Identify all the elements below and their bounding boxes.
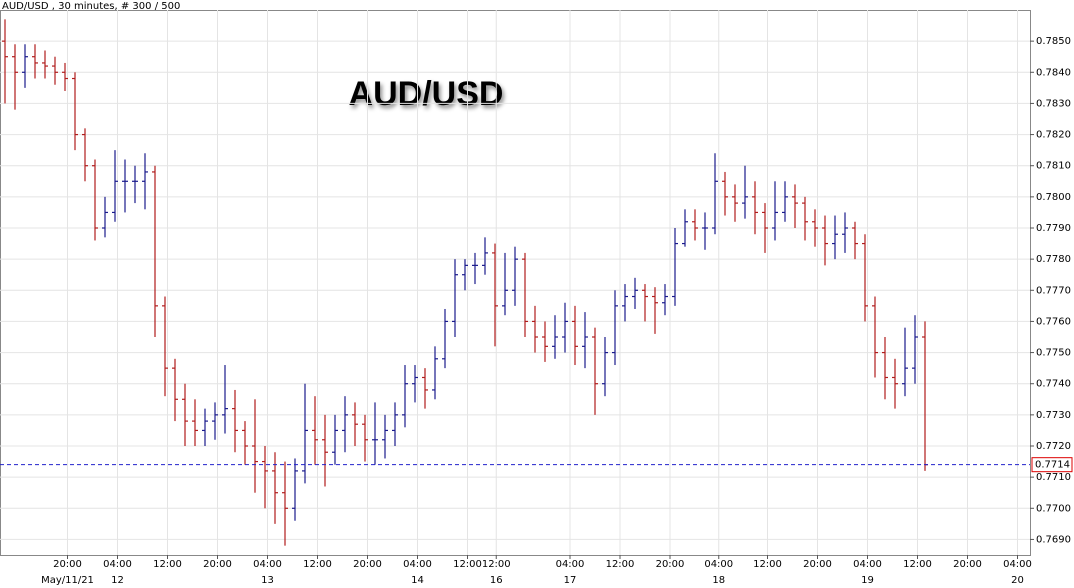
x-tick-label: 12:00 xyxy=(453,559,482,570)
y-tick-label: 0.7800 xyxy=(1036,192,1071,203)
x-tick-label: 12:00 xyxy=(753,559,782,570)
y-tick-label: 0.7740 xyxy=(1036,379,1071,390)
x-tick-label: 04:00 xyxy=(853,559,882,570)
y-tick-label: 0.7790 xyxy=(1036,223,1071,234)
x-tick-label: 20:00 xyxy=(203,559,232,570)
x-tick-label: 04:00 xyxy=(253,559,282,570)
chart-header: AUD/USD , 30 minutes, # 300 / 500 xyxy=(2,1,180,12)
x-tick-label: 04:00 xyxy=(704,559,733,570)
chart-title: AUD/USD xyxy=(349,75,504,113)
x-tick-label: 12:00 xyxy=(482,559,511,570)
date-label: 18 xyxy=(712,575,725,586)
y-tick-label: 0.7730 xyxy=(1036,410,1071,421)
x-tick-label: 20:00 xyxy=(656,559,685,570)
date-label: 16 xyxy=(490,575,503,586)
x-tick-label: 04:00 xyxy=(103,559,132,570)
x-tick-label: 20:00 xyxy=(953,559,982,570)
x-tick-label: 20:00 xyxy=(803,559,832,570)
x-tick-label: 20:00 xyxy=(53,559,82,570)
date-label: 19 xyxy=(861,575,874,586)
y-tick-label: 0.7850 xyxy=(1036,36,1071,47)
date-label: 17 xyxy=(564,575,577,586)
y-tick-label: 0.7690 xyxy=(1036,534,1071,545)
current-price-box xyxy=(1031,457,1073,473)
y-tick-label: 0.7780 xyxy=(1036,254,1071,265)
y-tick-label: 0.7720 xyxy=(1036,441,1071,452)
y-tick-label: 0.7830 xyxy=(1036,98,1071,109)
x-tick-label: 12:00 xyxy=(903,559,932,570)
date-label: 14 xyxy=(411,575,424,586)
y-tick-label: 0.7820 xyxy=(1036,130,1071,141)
y-tick-label: 0.7760 xyxy=(1036,316,1071,327)
y-tick-label: 0.7750 xyxy=(1036,348,1071,359)
y-tick-label: 0.7700 xyxy=(1036,503,1071,514)
x-tick-label: 04:00 xyxy=(403,559,432,570)
date-label: 12 xyxy=(111,575,124,586)
date-label: May/11/21 xyxy=(41,575,94,586)
y-tick-label: 0.7710 xyxy=(1036,472,1071,483)
current-price-label: 0.7714 xyxy=(1035,460,1070,471)
x-tick-label: 20:00 xyxy=(353,559,382,570)
x-tick-label: 04:00 xyxy=(1003,559,1032,570)
y-tick-label: 0.7810 xyxy=(1036,161,1071,172)
x-tick-label: 12:00 xyxy=(606,559,635,570)
date-label: 20 xyxy=(1011,575,1024,586)
y-tick-label: 0.7840 xyxy=(1036,67,1071,78)
x-tick-label: 04:00 xyxy=(556,559,585,570)
x-tick-label: 12:00 xyxy=(303,559,332,570)
y-tick-label: 0.7770 xyxy=(1036,285,1071,296)
date-label: 13 xyxy=(261,575,274,586)
x-tick-label: 12:00 xyxy=(153,559,182,570)
